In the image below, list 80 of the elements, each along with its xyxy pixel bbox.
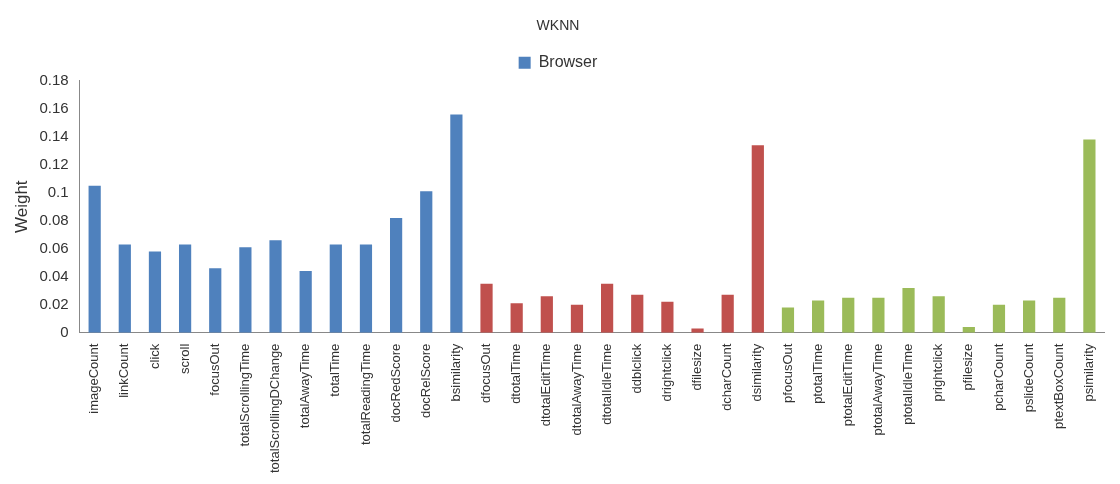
bar: [842, 297, 855, 333]
x-tick-label: psimilarity: [1080, 343, 1096, 402]
x-tick-label: ptotalIdleTime: [900, 343, 916, 425]
x-tick-label: ptotalEditTime: [839, 343, 855, 427]
bar: [691, 328, 704, 333]
bar: [450, 114, 463, 333]
bar: [1083, 139, 1096, 333]
legend-label: Browser: [538, 53, 599, 71]
y-tick-label: 0: [60, 322, 69, 340]
y-tick-label: 0.1: [47, 182, 69, 200]
x-tick-label: totalTime: [327, 343, 343, 397]
x-tick-label: drightclick: [658, 343, 674, 402]
x-tick-label: dsimilarity: [749, 343, 765, 402]
x-tick-label: pslideCount: [1020, 343, 1036, 413]
x-tick-label: dtotalAwayTime: [568, 343, 584, 436]
x-tick-label: ptotalTime: [809, 343, 825, 404]
bar: [329, 244, 342, 333]
x-tick-label: bsimilarity: [447, 343, 463, 402]
bar: [359, 244, 373, 333]
y-tick-label: 0.06: [39, 238, 69, 256]
x-tick-label: imageCount: [86, 343, 102, 414]
x-tick-label: ddblclick: [628, 343, 644, 394]
x-tick-label: dfocusOut: [478, 343, 494, 403]
bar: [480, 283, 493, 333]
bar: [420, 191, 433, 333]
y-tick-label: 0.16: [39, 98, 69, 116]
bar: [902, 287, 915, 333]
y-tick-label: 0.04: [39, 266, 69, 284]
y-tick-label: 0.02: [39, 294, 69, 312]
x-tick-label: dfilesize: [689, 343, 705, 391]
x-tick-label: focusOut: [206, 343, 222, 396]
bar: [299, 271, 312, 333]
bar: [178, 244, 192, 333]
y-axis-title: Weight: [11, 180, 31, 234]
bar: [118, 244, 131, 333]
bar: [872, 297, 885, 333]
bar: [781, 307, 795, 333]
bar: [570, 304, 584, 333]
x-tick-label: dcharCount: [719, 343, 735, 411]
x-tick-label: pcharCount: [990, 343, 1006, 411]
bar: [390, 217, 403, 333]
x-tick-label: dtotalEditTime: [538, 343, 554, 427]
x-tick-label: ptextBoxCount: [1050, 343, 1066, 429]
bar: [88, 185, 101, 333]
x-tick-label: scroll: [176, 343, 192, 374]
bar: [601, 283, 614, 333]
x-tick-label: pfilesize: [960, 343, 976, 391]
bar: [269, 240, 282, 333]
x-tick-label: totalScrollingTime: [236, 343, 252, 447]
x-tick-label: docRelScore: [417, 343, 433, 419]
x-tick-label: docRedScore: [387, 343, 403, 423]
y-tick-label: 0.12: [39, 154, 69, 172]
bar: [751, 145, 764, 333]
x-tick-label: totalScrollingDChange: [267, 343, 283, 474]
x-tick-label: ptotalAwayTime: [869, 343, 885, 436]
x-tick-label: totalAwayTime: [297, 343, 313, 429]
y-tick-label: 0.18: [39, 70, 69, 88]
bar: [992, 304, 1006, 333]
x-tick-label: pfocusOut: [779, 343, 795, 403]
x-tick-label: click: [146, 343, 162, 369]
bar: [510, 303, 523, 333]
y-tick-label: 0.08: [39, 210, 69, 228]
bar: [540, 296, 553, 333]
y-tick-label: 0.14: [39, 126, 69, 144]
bar: [661, 301, 674, 333]
x-tick-label: linkCount: [116, 343, 132, 398]
x-tick-label: prightclick: [930, 343, 946, 402]
chart-title: WKNN: [536, 17, 580, 34]
bar: [209, 268, 222, 333]
bar: [148, 251, 162, 333]
bar: [812, 300, 825, 333]
x-tick-label: totalReadingTime: [357, 343, 373, 446]
x-tick-label: dtotalIdleTime: [598, 343, 614, 425]
x-tick-label: dtotalTime: [508, 343, 524, 404]
bar: [631, 294, 644, 333]
bar: [1053, 297, 1066, 333]
bar: [721, 294, 734, 333]
bar: [932, 296, 945, 333]
bar: [1023, 300, 1036, 333]
bar: [239, 247, 252, 333]
